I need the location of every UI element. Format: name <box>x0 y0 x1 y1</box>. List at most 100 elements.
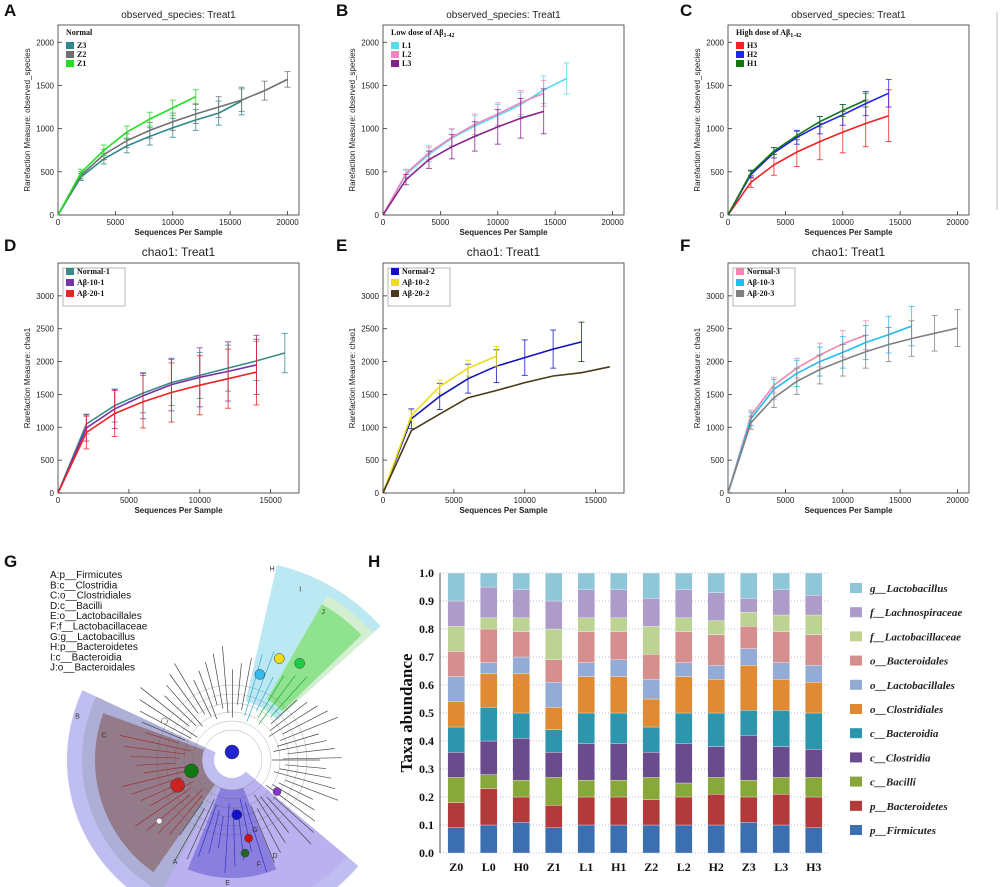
panel-letter-e: E <box>336 236 347 255</box>
y-tick-label: 0 <box>720 211 725 220</box>
bar-segment <box>772 631 790 663</box>
node-minor-2 <box>161 717 168 725</box>
cladogram-sector-label: J <box>321 609 325 616</box>
cladogram-branch <box>255 676 274 712</box>
bar-segment <box>642 572 660 599</box>
cladogram-ring <box>174 702 290 818</box>
bar-segment <box>772 746 790 778</box>
y-axis-label: Rarefaction Measure: observed_species <box>348 48 357 191</box>
cladogram-branch <box>260 796 289 833</box>
y-tick-label: 3000 <box>361 292 379 301</box>
series-line <box>382 366 610 494</box>
bar-segment <box>772 824 790 854</box>
x-axis-label: Sequences Per Sample <box>804 228 893 237</box>
series-H1 <box>727 92 869 216</box>
cladogram-branch <box>174 808 205 861</box>
bar-segment <box>642 598 660 627</box>
cladogram-branch <box>241 658 252 711</box>
series-L3 <box>382 88 547 216</box>
node-clostridia <box>170 778 185 793</box>
series-line <box>57 371 257 494</box>
bar-segment <box>675 631 693 663</box>
node-bacteroidales <box>294 658 305 669</box>
node-bacteroidia <box>274 653 285 664</box>
bar-segment <box>577 662 595 677</box>
y-tick-label: 1500 <box>361 81 379 90</box>
bar-segment <box>545 600 563 630</box>
x-tick-label: 15000 <box>585 496 608 505</box>
bar-segment <box>545 805 563 828</box>
bar-segment <box>480 617 498 630</box>
bar-segment <box>577 743 595 781</box>
legend-swatch <box>850 752 862 763</box>
x-tick-label: 20000 <box>601 218 624 227</box>
legend-swatch <box>850 631 862 642</box>
cladogram-ring <box>165 693 299 827</box>
y-tick-label: 3000 <box>706 292 724 301</box>
bar-segment <box>545 682 563 708</box>
y-tick-label: 500 <box>41 168 55 177</box>
y-axis-label: Rarefaction Measure: observed_species <box>23 48 32 191</box>
x-axis-label: Sequences Per Sample <box>134 228 223 237</box>
bar-segment <box>675 743 693 784</box>
x-tick-label: 5000 <box>106 218 124 227</box>
cladogram-branch <box>197 804 217 857</box>
cladogram-branch <box>282 710 328 735</box>
y-tick-label: 1000 <box>361 423 379 432</box>
chart-title: chao1: Treat1 <box>142 245 216 259</box>
x-axis-label: Sequences Per Sample <box>459 228 548 237</box>
x-tick-label: H0 <box>514 860 529 874</box>
bar-segment <box>447 651 465 677</box>
bar-segment <box>805 572 823 596</box>
bar-segment <box>577 572 595 590</box>
cladogram-branch <box>246 651 275 722</box>
bar-segment <box>480 662 498 674</box>
bar-segment <box>642 726 660 753</box>
bar-segment <box>642 799 660 826</box>
plot-frame <box>727 24 970 216</box>
bar-segment <box>512 738 530 781</box>
legend-label: Aβ-20-1 <box>77 289 104 298</box>
cladogram-branch <box>224 803 230 873</box>
y-tick-label: 1500 <box>36 81 54 90</box>
cladogram-key-item: E:o__Lactobacillales <box>50 611 142 622</box>
cladogram-branch <box>266 796 312 845</box>
legend-swatch <box>850 655 862 666</box>
x-tick-label: 10000 <box>189 496 212 505</box>
y-axis-label: Rarefaction Measure: chao1 <box>348 327 357 428</box>
cladogram-branch <box>140 687 190 727</box>
cladogram-sector-label: F <box>256 862 260 869</box>
panel-letter-a: A <box>4 1 16 20</box>
bar-segment <box>675 676 693 714</box>
legend-label: Normal-1 <box>77 267 110 276</box>
cladogram-branch <box>237 663 242 705</box>
cladogram-key-item: A:p__Firmicutes <box>50 570 122 581</box>
legend-swatch <box>391 268 399 275</box>
bar-segment <box>805 712 823 750</box>
cladogram-branch <box>239 799 252 853</box>
y-tick-label: 0 <box>50 211 55 220</box>
legend-label: L3 <box>402 59 411 68</box>
cladogram-branch <box>179 801 204 836</box>
x-tick-label: 10000 <box>162 218 185 227</box>
series-Aβ-20-2 <box>382 366 610 494</box>
bar-segment <box>577 780 595 798</box>
cladogram-branch <box>270 676 308 718</box>
y-tick-label: 0 <box>50 489 55 498</box>
legend-title-subscript: 1-42 <box>790 33 801 39</box>
legend-label: o__Clostridiales <box>870 704 943 716</box>
legend-label: c__Bacilli <box>870 777 917 789</box>
legend-label: Aβ-20-2 <box>402 289 429 298</box>
cladogram-branch <box>282 757 342 760</box>
x-tick-label: 5000 <box>431 218 449 227</box>
legend-label: c__Clostridia <box>870 752 931 764</box>
legend-label: L2 <box>402 50 411 59</box>
y-tick-label: 0.8 <box>419 622 434 636</box>
cladogram-branch <box>284 779 339 801</box>
x-tick-label: L1 <box>579 860 593 874</box>
x-tick-label: Z2 <box>644 860 658 874</box>
cladogram-branch <box>124 746 186 755</box>
cladogram-branch <box>139 699 198 738</box>
